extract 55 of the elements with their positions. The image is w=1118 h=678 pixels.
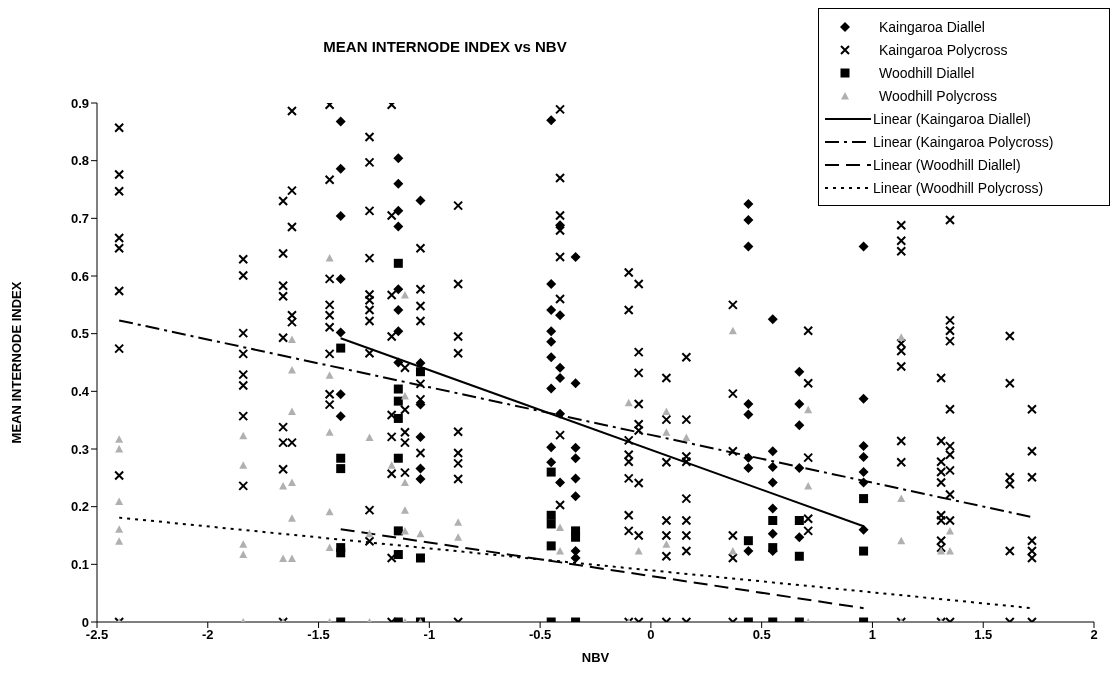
y-tick-label: 0.9 <box>70 95 89 111</box>
x-tick-label: -2.5 <box>85 627 109 643</box>
point <box>768 516 778 526</box>
y-axis-title: MEAN INTERNODE INDEX <box>8 281 24 444</box>
point <box>336 453 346 463</box>
x-tick-label: 0 <box>647 627 655 643</box>
x-tick-label: -2 <box>202 627 214 643</box>
point <box>415 553 425 563</box>
y-tick-label: 0.8 <box>70 153 89 169</box>
chart-title: MEAN INTERNODE INDEX vs NBV <box>322 38 568 55</box>
y-tick-label: 0.7 <box>70 210 89 226</box>
point <box>393 384 403 394</box>
legend-label: Linear (Woodhill Diallel) <box>872 156 1021 173</box>
point <box>336 548 346 558</box>
x-tick-label: 0.5 <box>752 627 771 643</box>
point <box>336 343 346 353</box>
point <box>546 467 556 477</box>
x-tick-label: 2 <box>1090 627 1098 643</box>
point <box>794 516 804 526</box>
y-tick-label: 0.4 <box>70 383 90 399</box>
y-tick-label: 0.1 <box>70 556 89 572</box>
x-tick-label: 1 <box>868 627 877 643</box>
x-axis-title: NBV <box>581 650 610 665</box>
legend-label: Kaingaroa Diallel <box>878 18 985 35</box>
point <box>393 413 403 423</box>
point <box>546 541 556 551</box>
point <box>415 367 425 377</box>
legend-label: Kaingaroa Polycross <box>878 41 1008 58</box>
x-tick-label: -1.5 <box>307 627 330 643</box>
point <box>794 551 804 561</box>
point <box>743 536 753 546</box>
point <box>768 543 778 553</box>
point <box>571 532 581 542</box>
x-tick-label: -0.5 <box>528 627 552 643</box>
point <box>393 396 403 406</box>
y-tick-label: 0.5 <box>70 326 89 342</box>
y-tick-label: 0.3 <box>70 441 89 457</box>
point <box>336 464 346 474</box>
legend-label: Linear (Woodhill Polycross) <box>872 179 1044 196</box>
point <box>859 494 869 504</box>
point <box>546 519 556 529</box>
y-tick-label: 0.6 <box>70 268 89 284</box>
y-tick-label: 0.2 <box>70 499 89 515</box>
x-tick-label: 1.5 <box>974 627 993 643</box>
point <box>393 453 403 463</box>
point <box>393 258 403 268</box>
point <box>393 550 403 560</box>
legend-label: Woodhill Polycross <box>878 87 998 104</box>
point <box>393 526 403 536</box>
legend-label: Woodhill Diallel <box>878 64 975 81</box>
x-tick-label: -1 <box>423 627 436 643</box>
legend-label: Linear (Kaingaroa Polycross) <box>872 133 1054 150</box>
point <box>859 546 869 556</box>
y-tick-label: 0 <box>81 614 89 630</box>
legend-label: Linear (Kaingaroa Diallel) <box>872 110 1031 127</box>
